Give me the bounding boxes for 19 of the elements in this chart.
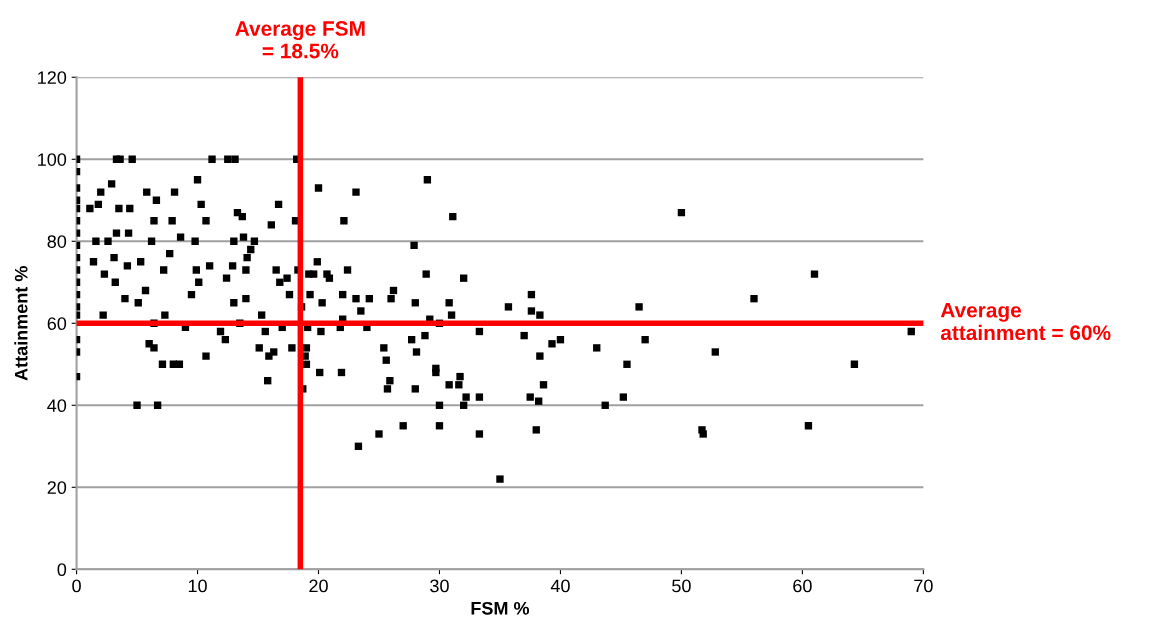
y-tick-label: 20 [47,481,67,495]
y-tick-label: 100 [38,153,67,166]
x-tick-label: 50 [672,579,691,593]
x-tick-label: 0 [72,579,81,593]
y-tick-label: 0 [57,563,67,577]
x-tick-label: 30 [430,579,449,593]
x-tick-label: 70 [914,579,933,593]
y-tick-label: 120 [38,71,67,84]
y-axis-title: Attainment % [14,266,28,381]
y-tick-label: 60 [47,317,67,331]
y-tick-label: 40 [47,399,67,413]
x-tick-label: 40 [550,579,570,593]
y-tick-label: 80 [47,235,67,249]
x-tick-label: 20 [309,579,328,593]
ref-line-label: Average FSM = 18.5% [235,21,365,59]
x-axis-title: FSM % [471,601,530,615]
x-tick-label: 10 [188,579,207,593]
x-tick-label: 60 [793,579,812,593]
ref-line-label: Average attainment = 60% [940,303,1111,341]
